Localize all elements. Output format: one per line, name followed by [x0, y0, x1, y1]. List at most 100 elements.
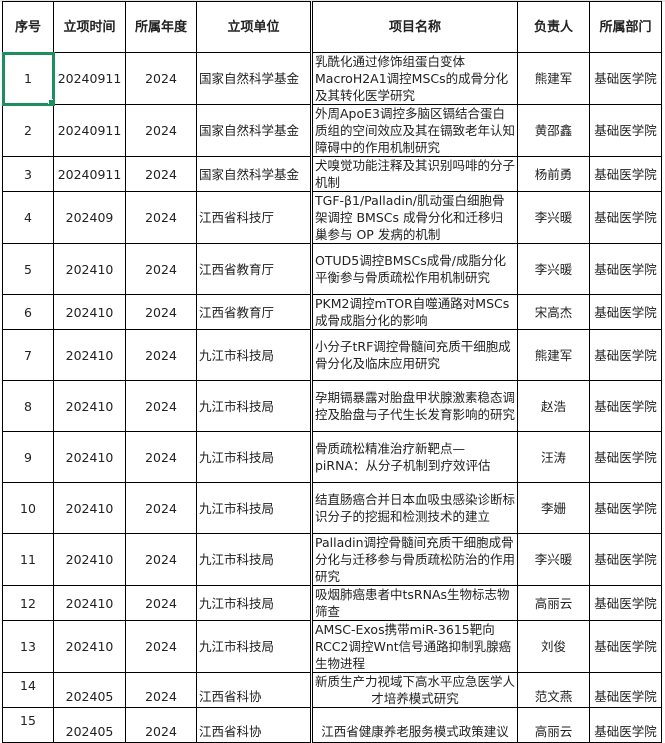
cell-date[interactable]: 202410 [53, 482, 126, 534]
cell-date[interactable]: 202410 [53, 431, 126, 483]
cell-date[interactable]: 202410 [53, 620, 126, 673]
cell-no[interactable]: 7 [2, 329, 54, 381]
cell-no[interactable]: 5 [2, 243, 54, 295]
cell-lead[interactable]: 范文燕 [517, 672, 590, 708]
cell-lead[interactable]: 高丽云 [517, 585, 590, 621]
cell-date[interactable]: 202410 [53, 243, 126, 295]
cell-org[interactable]: 江西省教育厅 [196, 294, 313, 330]
cell-lead[interactable]: 赵浩 [517, 380, 590, 432]
cell-name[interactable]: 新质生产力视域下高水平应急医学人才培养模式研究 [311, 672, 518, 708]
cell-lead[interactable]: 宋高杰 [517, 294, 590, 330]
cell-no[interactable]: 10 [2, 482, 54, 534]
cell-no[interactable]: 8 [2, 380, 54, 432]
cell-org[interactable]: 九江市科技局 [196, 431, 313, 483]
header-no[interactable]: 序号 [2, 1, 54, 53]
cell-no[interactable]: 12 [2, 585, 54, 621]
cell-name[interactable]: 骨质疏松精准治疗新靶点—piRNA：从分子机制到疗效评估 [311, 431, 518, 483]
cell-no[interactable]: 15 [2, 707, 54, 743]
cell-dept[interactable]: 基础医学院 [589, 191, 662, 244]
cell-dept[interactable]: 基础医学院 [589, 52, 662, 105]
cell-dept[interactable]: 基础医学院 [589, 707, 662, 743]
cell-org[interactable]: 九江市科技局 [196, 533, 313, 586]
cell-no[interactable]: 4 [2, 191, 54, 244]
header-dept[interactable]: 所属部门 [589, 1, 662, 53]
cell-org[interactable]: 江西省科技厅 [196, 191, 313, 244]
cell-dept[interactable]: 基础医学院 [589, 620, 662, 673]
cell-org[interactable]: 国家自然科学基金 [196, 104, 313, 157]
cell-date[interactable]: 20240911 [53, 156, 126, 192]
cell-dept[interactable]: 基础医学院 [589, 672, 662, 708]
header-year[interactable]: 所属年度 [125, 1, 197, 53]
cell-lead[interactable]: 高丽云 [517, 707, 590, 743]
cell-year[interactable]: 2024 [125, 294, 197, 330]
header-org[interactable]: 立项单位 [196, 1, 313, 53]
cell-date[interactable]: 202409 [53, 191, 126, 244]
cell-year[interactable]: 2024 [125, 191, 197, 244]
cell-org[interactable]: 九江市科技局 [196, 482, 313, 534]
cell-year[interactable]: 2024 [125, 482, 197, 534]
cell-org[interactable]: 江西省科协 [196, 707, 313, 743]
cell-year[interactable]: 2024 [125, 329, 197, 381]
cell-date[interactable]: 202405 [53, 672, 126, 708]
cell-name[interactable]: 结直肠癌合并日本血吸虫感染诊断标识分子的挖掘和检测技术的建立 [311, 482, 518, 534]
cell-dept[interactable]: 基础医学院 [589, 585, 662, 621]
cell-name[interactable]: 乳酰化通过修饰组蛋白变体MacroH2A1调控MSCs的成骨分化及其转化医学研究 [311, 52, 518, 105]
cell-year[interactable]: 2024 [125, 380, 197, 432]
cell-org[interactable]: 江西省教育厅 [196, 243, 313, 295]
cell-date[interactable]: 202405 [53, 707, 126, 743]
cell-date[interactable]: 20240911 [53, 104, 126, 157]
cell-date[interactable]: 202410 [53, 294, 126, 330]
cell-lead[interactable]: 李兴暖 [517, 533, 590, 586]
cell-no[interactable]: 6 [2, 294, 54, 330]
cell-name[interactable]: OTUD5调控BMSCs成骨/成脂分化平衡参与骨质疏松作用机制研究 [311, 243, 518, 295]
cell-year[interactable]: 2024 [125, 620, 197, 673]
cell-lead[interactable]: 熊建军 [517, 329, 590, 381]
header-date[interactable]: 立项时间 [53, 1, 126, 53]
cell-no[interactable]: 9 [2, 431, 54, 483]
cell-org[interactable]: 九江市科技局 [196, 329, 313, 381]
cell-dept[interactable]: 基础医学院 [589, 329, 662, 381]
cell-org[interactable]: 九江市科技局 [196, 620, 313, 673]
cell-year[interactable]: 2024 [125, 533, 197, 586]
cell-no[interactable]: 13 [2, 620, 54, 673]
cell-year[interactable]: 2024 [125, 431, 197, 483]
cell-dept[interactable]: 基础医学院 [589, 533, 662, 586]
cell-date[interactable]: 202410 [53, 329, 126, 381]
cell-dept[interactable]: 基础医学院 [589, 380, 662, 432]
cell-dept[interactable]: 基础医学院 [589, 156, 662, 192]
cell-name[interactable]: 吸烟肺癌患者中tsRNAs生物标志物筛查 [311, 585, 518, 621]
cell-year[interactable]: 2024 [125, 104, 197, 157]
cell-name[interactable]: 外周ApoE3调控多脑区镉结合蛋白质组的空间效应及其在镉致老年认知障碍中的作用机… [311, 104, 518, 157]
cell-dept[interactable]: 基础医学院 [589, 294, 662, 330]
header-lead[interactable]: 负责人 [517, 1, 590, 53]
cell-date[interactable]: 202410 [53, 533, 126, 586]
cell-lead[interactable]: 黄邵鑫 [517, 104, 590, 157]
cell-year[interactable]: 2024 [125, 707, 197, 743]
cell-dept[interactable]: 基础医学院 [589, 431, 662, 483]
cell-year[interactable]: 2024 [125, 672, 197, 708]
cell-org[interactable]: 九江市科技局 [196, 380, 313, 432]
cell-date[interactable]: 202410 [53, 585, 126, 621]
cell-no[interactable]: 2 [2, 104, 54, 157]
cell-dept[interactable]: 基础医学院 [589, 104, 662, 157]
cell-org[interactable]: 国家自然科学基金 [196, 156, 313, 192]
cell-name[interactable]: PKM2调控mTOR自噬通路对MSCs成骨成脂分化的影响 [311, 294, 518, 330]
cell-no[interactable]: 11 [2, 533, 54, 586]
cell-lead[interactable]: 熊建军 [517, 52, 590, 105]
cell-dept[interactable]: 基础医学院 [589, 243, 662, 295]
cell-name[interactable]: 孕期镉暴露对胎盘甲状腺激素稳态调控及胎盘与子代生长发育影响的研究 [311, 380, 518, 432]
cell-name[interactable]: 小分子tRF调控骨髓间充质干细胞成骨分化及临床应用研究 [311, 329, 518, 381]
cell-date[interactable]: 202410 [53, 380, 126, 432]
cell-no[interactable]: 3 [2, 156, 54, 192]
cell-lead[interactable]: 汪涛 [517, 431, 590, 483]
cell-lead[interactable]: 刘俊 [517, 620, 590, 673]
cell-name[interactable]: 犬嗅觉功能注释及其识别吗啡的分子机制 [311, 156, 518, 192]
header-project-name[interactable]: 项目名称 [311, 1, 518, 53]
cell-org[interactable]: 九江市科技局 [196, 585, 313, 621]
cell-no[interactable]: 14 [2, 672, 54, 708]
cell-year[interactable]: 2024 [125, 156, 197, 192]
cell-dept[interactable]: 基础医学院 [589, 482, 662, 534]
cell-org[interactable]: 江西省科协 [196, 672, 313, 708]
cell-name[interactable]: Palladin调控骨髓间充质干细胞成骨分化与迁移参与骨质疏松防治的作用研究 [311, 533, 518, 586]
cell-lead[interactable]: 杨前勇 [517, 156, 590, 192]
